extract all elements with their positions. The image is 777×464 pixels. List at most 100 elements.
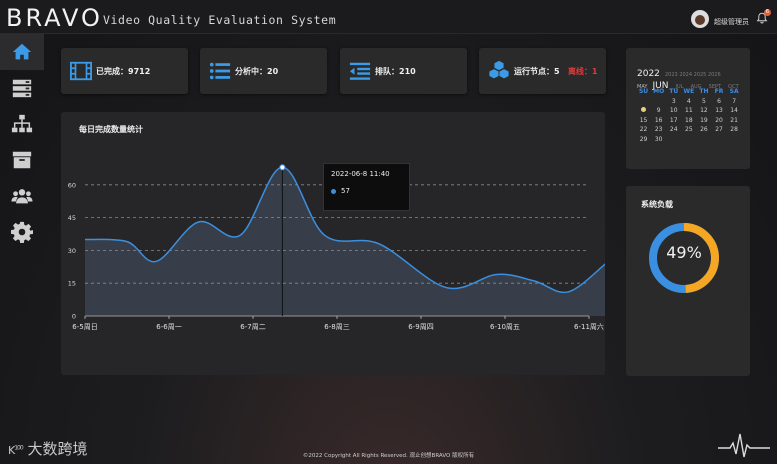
calendar-day[interactable]: 29	[639, 135, 648, 143]
analyzing-count: 分析中：20	[235, 66, 279, 76]
list-icon	[209, 62, 231, 80]
stat-card-queued[interactable]: 排队：210	[340, 48, 467, 94]
calendar-day[interactable]: 28	[730, 126, 738, 134]
home-icon	[12, 43, 32, 60]
calendar-day[interactable]: 11	[685, 107, 693, 115]
calendar-weekday: TU	[669, 88, 679, 95]
calendar-month-oct[interactable]: OCT	[728, 84, 739, 90]
system-title: Video Quality Evaluation System	[103, 13, 337, 27]
calendar-day[interactable]: 25	[685, 126, 693, 134]
calendar-day[interactable]: 7	[732, 97, 737, 105]
users-icon	[11, 189, 33, 204]
sidebar-item-users[interactable]	[0, 178, 44, 214]
calendar-month-may[interactable]: MAY	[637, 84, 648, 90]
queued-count: 排队：210	[375, 66, 416, 76]
calendar-other-years[interactable]: 2023 2024 2025 2026	[665, 72, 721, 78]
calendar-day[interactable]: 16	[654, 116, 663, 124]
bravo-logo[interactable]: BRAVO	[6, 4, 103, 32]
calendar-weekday: SA	[729, 88, 739, 95]
y-tick-label: 15	[68, 280, 76, 288]
calendar-day[interactable]: 12	[700, 107, 708, 115]
chart-tooltip: 2022-06-8 11:40 57	[323, 163, 410, 211]
calendar-current-year[interactable]: 2022	[637, 69, 660, 79]
completed-count: 已完成：9712	[96, 66, 151, 76]
hover-point	[279, 164, 286, 171]
calendar-day[interactable]: 15	[639, 116, 648, 124]
calendar-week-row: 29 30	[636, 135, 742, 145]
calendar-day[interactable]: 19	[700, 116, 708, 124]
calendar-day[interactable]: 30	[654, 135, 663, 143]
calendar-weekday: MO	[653, 88, 665, 95]
calendar-day	[666, 135, 681, 145]
load-donut	[649, 223, 719, 293]
calendar-month-aug[interactable]: AUG	[690, 84, 702, 90]
brand-text: 大数跨境	[27, 440, 88, 458]
server-icon	[12, 79, 32, 98]
calendar-today[interactable]	[636, 106, 651, 116]
calendar-day	[681, 135, 696, 145]
calendar-months: MAY JUN JUL AUG SEPT OCT	[637, 73, 739, 92]
calendar-week-row: 22 23 24 25 26 27 28	[636, 125, 742, 135]
copyright: ©2022 Copyright All Rights Reserved. 观止创…	[302, 453, 475, 459]
sidebar-item-sitemap[interactable]	[0, 106, 44, 142]
system-load-panel: 系统负载 49%	[626, 186, 750, 376]
load-title: 系统负载	[641, 200, 673, 209]
sidebar-item-home[interactable]	[0, 34, 44, 70]
calendar-day[interactable]: 23	[654, 126, 663, 134]
calendar-day	[711, 135, 726, 145]
calendar-day	[727, 135, 742, 145]
x-tick-label: 6-7周二	[240, 323, 265, 331]
tooltip-series-dot	[331, 189, 336, 194]
calendar-day[interactable]: 17	[669, 116, 678, 124]
calendar-day[interactable]: 6	[717, 97, 721, 105]
sidebar-item-archive[interactable]	[0, 142, 44, 178]
calendar-day[interactable]: 5	[702, 97, 706, 105]
bell-icon[interactable]	[756, 12, 768, 24]
notification-badge[interactable]: 6	[764, 9, 771, 16]
calendar-day[interactable]: 14	[730, 107, 738, 115]
stat-card-completed[interactable]: 已完成：9712	[61, 48, 188, 94]
calendar-day[interactable]: 22	[639, 126, 648, 134]
sitemap-icon	[11, 114, 33, 133]
sidebar	[0, 34, 44, 464]
calendar-month-sept[interactable]: SEPT	[708, 84, 722, 90]
indent-list-icon	[349, 62, 371, 80]
calendar-day	[696, 135, 711, 145]
calendar-day[interactable]: 20	[715, 116, 723, 124]
calendar-day[interactable]: 21	[730, 116, 738, 124]
top-header: BRAVO Video Quality Evaluation System 超级…	[0, 0, 777, 34]
chart-canvas[interactable]: 0 15 30 45 60 6-5周日 6-6周一 6-7周二 6-8周三 6-9周四 6-10周五…	[61, 112, 605, 375]
calendar-day[interactable]: 9	[656, 107, 661, 115]
calendar-day[interactable]: 26	[700, 126, 708, 134]
sidebar-item-server[interactable]	[0, 70, 44, 106]
stat-card-nodes[interactable]: 运行节点：5 离线：1	[479, 48, 606, 94]
calendar-day[interactable]: 18	[685, 116, 693, 124]
user-menu[interactable]: 超级管理员	[691, 10, 749, 28]
running-nodes: 运行节点：5	[514, 66, 560, 76]
calendar-day[interactable]: 3	[671, 97, 676, 105]
calendar-current-month[interactable]: JUN	[652, 81, 669, 91]
calendar-week-row: 15 16 17 18 19 20 21	[636, 116, 742, 126]
calendar-month-jul[interactable]: JUL	[675, 84, 684, 90]
user-name[interactable]: 超级管理员	[714, 18, 749, 26]
sidebar-item-settings[interactable]	[0, 214, 44, 250]
calendar-day[interactable]: 24	[669, 126, 678, 134]
y-tick-label: 30	[68, 247, 76, 255]
calendar-day[interactable]: 13	[715, 107, 723, 115]
calendar-weekday: FR	[714, 88, 724, 95]
today-marker	[641, 107, 647, 113]
x-tick-label: 6-9周四	[408, 323, 433, 331]
load-ring-used	[649, 223, 719, 293]
calendar-week-row: 3 4 5 6 7	[636, 97, 742, 107]
calendar-weekday: SU	[638, 88, 649, 95]
avatar[interactable]	[691, 10, 709, 28]
calendar-day[interactable]: 4	[686, 97, 691, 105]
calendar-day[interactable]: 10	[669, 107, 678, 115]
y-tick-label: 45	[68, 214, 76, 222]
y-tick-label: 60	[68, 181, 76, 189]
calendar-grid: SU MO TU WE TH FR SA 3 4 5 6 7 9 10 11 12 13 14 15 16 17 18 19…	[636, 87, 742, 145]
calendar-weekday: TH	[699, 88, 709, 95]
calendar-day[interactable]: 27	[715, 126, 723, 134]
calendar-day	[636, 97, 651, 107]
stat-card-analyzing[interactable]: 分析中：20	[200, 48, 327, 94]
